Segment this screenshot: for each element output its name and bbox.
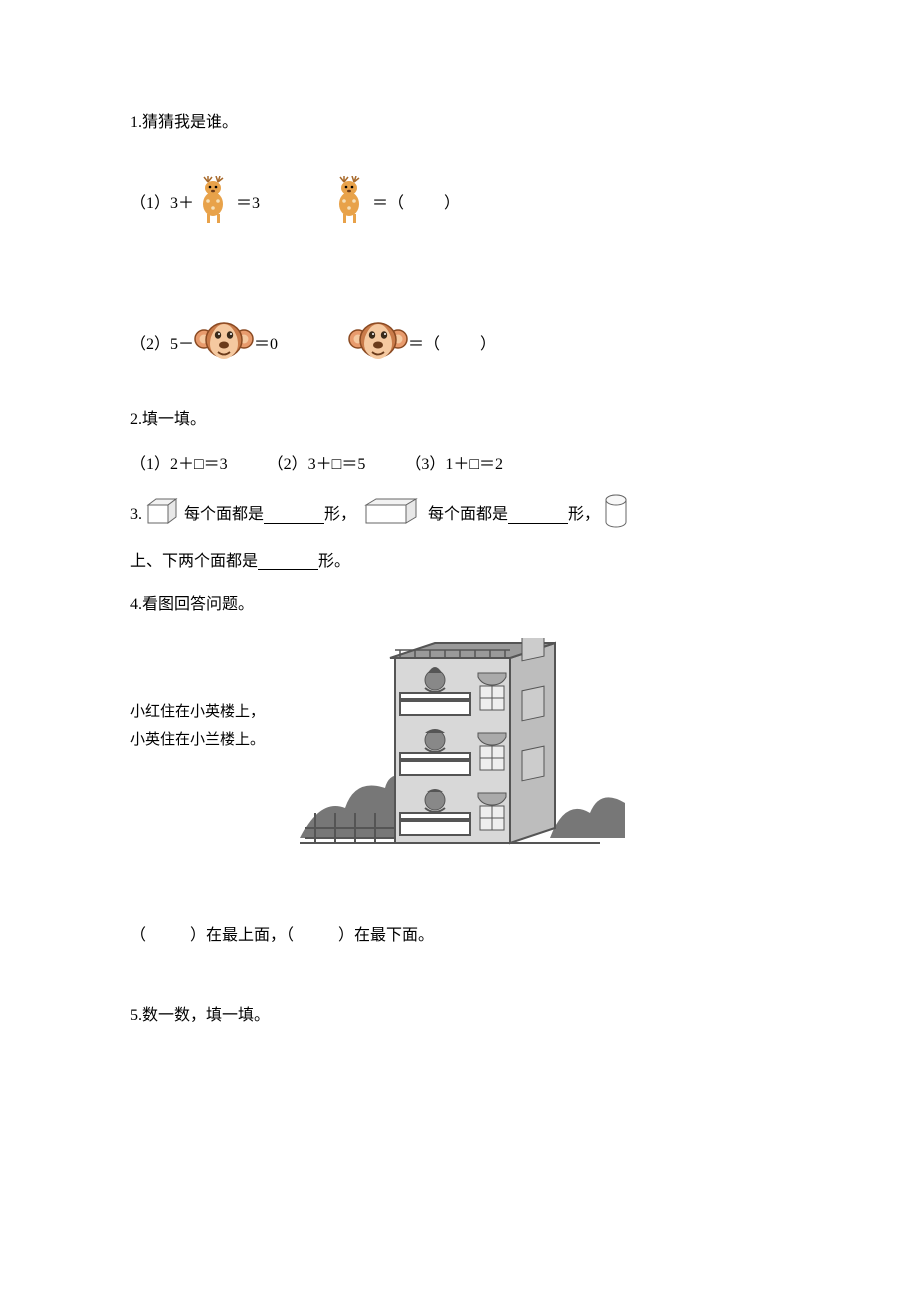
- q3-l2b: 形。: [318, 549, 350, 575]
- q4-caption-l1: 小红住在小英楼上，: [130, 698, 265, 727]
- q2-p1: （1）2＋□＝3: [130, 452, 228, 478]
- q1-part1: （1）3＋ ＝3: [130, 176, 790, 233]
- q4-ans-a: （: [130, 923, 146, 949]
- q1-p1-ans-open: ＝（: [372, 191, 404, 217]
- cube-icon: [146, 497, 180, 534]
- q1-p1-eq: ＝3: [236, 191, 260, 217]
- q3-t2a: 每个面都是: [428, 502, 508, 528]
- q2-parts: （1）2＋□＝3 （2）3＋□＝5 （3）1＋□＝2: [130, 452, 790, 478]
- building-icon: [300, 638, 630, 872]
- q2-title-text: 2.填一填。: [130, 407, 206, 433]
- q1-title-text: 1.猜猜我是谁。: [130, 110, 238, 136]
- deer-icon: [330, 176, 372, 233]
- deer-icon: [194, 176, 236, 233]
- q3-l2a: 上、下两个面都是: [130, 549, 258, 575]
- q3-blank3[interactable]: [258, 553, 318, 570]
- q4-caption: 小红住在小英楼上， 小英住在小兰楼上。: [130, 698, 265, 755]
- q3-blank1[interactable]: [264, 507, 324, 524]
- monkey-icon: [194, 317, 254, 372]
- q5-title: 5.数一数，填一填。: [130, 1003, 790, 1029]
- q4-ans-b: ）在最上面，（: [190, 923, 294, 949]
- q3-blank2[interactable]: [508, 507, 568, 524]
- q3-line2: 上、下两个面都是 形。: [130, 549, 790, 575]
- q4-caption-l2: 小英住在小兰楼上。: [130, 726, 265, 755]
- q2-p2: （2）3＋□＝5: [268, 452, 366, 478]
- q5-title-text: 5.数一数，填一填。: [130, 1003, 270, 1029]
- q3-t1b: 形，: [324, 502, 356, 528]
- monkey-icon: [348, 317, 408, 372]
- q1-p1-ans-close: ）: [444, 191, 460, 217]
- q2-title: 2.填一填。: [130, 407, 790, 433]
- cuboid-icon: [364, 497, 420, 534]
- q1-p2-eq: ＝0: [254, 332, 278, 358]
- q1-p2-ans-open: ＝（: [408, 332, 440, 358]
- q2-p3: （3）1＋□＝2: [405, 452, 503, 478]
- q1-title: 1.猜猜我是谁。: [130, 110, 790, 136]
- q3-prefix: 3.: [130, 502, 142, 528]
- q1-p2-ans-close: ）: [480, 332, 496, 358]
- q3-t2b: 形，: [568, 502, 600, 528]
- q4-answer: （ ）在最上面，（ ）在最下面。: [130, 923, 790, 949]
- q1-p2-prefix: （2）5－: [130, 332, 194, 358]
- q4-ans-c: ）在最下面。: [338, 923, 434, 949]
- q1-part2: （2）5－ ＝0: [130, 317, 790, 372]
- q1-p1-prefix: （1）3＋: [130, 191, 194, 217]
- q3-t1a: 每个面都是: [184, 502, 264, 528]
- cylinder-icon: [604, 494, 628, 537]
- q3-line1: 3. 每个面都是 形， 每个面都是 形，: [130, 494, 790, 537]
- q4-title: 4.看图回答问题。: [130, 592, 790, 618]
- q4-image-block: 小红住在小英楼上， 小英住在小兰楼上。: [130, 638, 790, 868]
- q4-title-text: 4.看图回答问题。: [130, 592, 254, 618]
